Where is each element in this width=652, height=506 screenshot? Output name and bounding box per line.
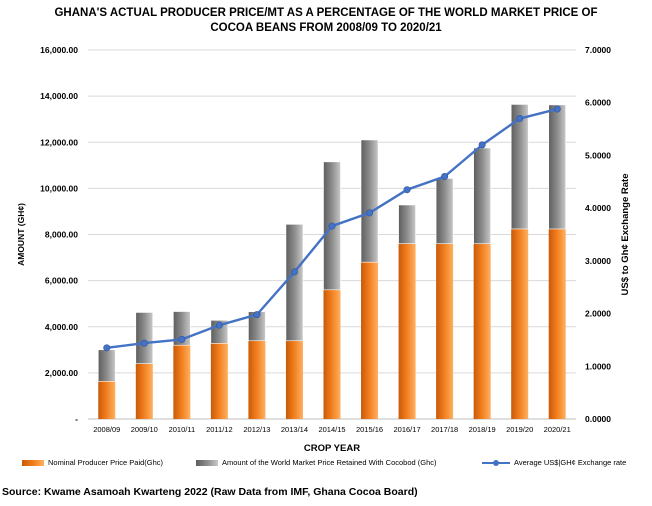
x-tick-label: 2009/10 bbox=[131, 425, 158, 434]
bar-retained-amount bbox=[548, 104, 567, 230]
bar-retained-amount bbox=[97, 349, 116, 382]
chart-title-line-1: GHANA'S ACTUAL PRODUCER PRICE/MT AS A PE… bbox=[54, 7, 598, 19]
legend-item-rate: Average US$|GH¢ Exchange rate bbox=[482, 458, 626, 467]
bar-retained-amount bbox=[285, 224, 304, 342]
exchange-rate-point bbox=[478, 141, 486, 149]
bar-producer-price bbox=[98, 381, 116, 419]
y-tick-label: 10,000.00 bbox=[40, 183, 78, 193]
exchange-rate-point bbox=[516, 115, 524, 123]
legend-swatch-producer bbox=[22, 459, 44, 466]
bar-retained-amount bbox=[510, 104, 529, 230]
bar-retained-amount bbox=[473, 147, 491, 245]
bar-producer-price bbox=[285, 340, 303, 419]
x-tick-label: 2019/20 bbox=[506, 425, 533, 434]
y-tick-label: 8,000.00 bbox=[45, 230, 78, 240]
legend-item-retained: Amount of the World Market Price Retaine… bbox=[196, 458, 437, 467]
y-tick-label: 14,000.00 bbox=[40, 91, 78, 101]
x-tick-label: 2017/18 bbox=[431, 425, 458, 434]
x-tick-label: 2010/11 bbox=[169, 425, 196, 434]
legend-swatch-retained bbox=[196, 459, 218, 466]
legend: Nominal Producer Price Paid(Ghc) Amount … bbox=[0, 458, 652, 474]
exchange-rate-point bbox=[103, 344, 111, 352]
legend-swatch-rate bbox=[482, 459, 510, 467]
y2-tick-label: 3.0000 bbox=[585, 256, 611, 266]
bar-producer-price bbox=[248, 340, 266, 419]
y2-tick-label: 0.0000 bbox=[585, 414, 611, 424]
exchange-rate-point bbox=[253, 311, 261, 319]
bar-retained-amount bbox=[360, 139, 379, 263]
y2-tick-label: 7.0000 bbox=[585, 45, 611, 55]
bar-retained-amount bbox=[398, 204, 416, 245]
bar-producer-price bbox=[173, 345, 191, 419]
bar-retained-amount bbox=[435, 178, 454, 245]
legend-label-producer: Nominal Producer Price Paid(Ghc) bbox=[48, 458, 164, 467]
legend-label-retained: Amount of the World Market Price Retaine… bbox=[222, 458, 437, 467]
exchange-rate-point bbox=[178, 335, 186, 343]
exchange-rate-point bbox=[366, 209, 374, 217]
y-axis-title: AMOUNT (GH¢) bbox=[16, 203, 26, 266]
bar-retained-amount bbox=[135, 312, 154, 364]
x-tick-label: 2018/19 bbox=[469, 425, 496, 434]
x-tick-label: 2013/14 bbox=[281, 425, 308, 434]
exchange-rate-point bbox=[403, 186, 411, 194]
legend-item-producer: Nominal Producer Price Paid(Ghc) bbox=[22, 458, 163, 467]
x-tick-label: 2016/17 bbox=[394, 425, 421, 434]
bar-producer-price bbox=[323, 289, 341, 419]
x-axis-title: CROP YEAR bbox=[304, 443, 360, 454]
x-tick-label: 2012/13 bbox=[243, 425, 270, 434]
exchange-rate-point bbox=[328, 222, 336, 230]
bar-producer-price bbox=[361, 262, 379, 419]
x-tick-label: 2015/16 bbox=[356, 425, 383, 434]
y2-tick-label: 5.0000 bbox=[585, 150, 611, 160]
y-tick-label: 12,000.00 bbox=[40, 137, 78, 147]
bar-producer-price bbox=[511, 228, 529, 419]
y-tick-label: 4,000.00 bbox=[45, 322, 78, 332]
y-tick-label: 6,000.00 bbox=[45, 276, 78, 286]
x-tick-label: 2020/21 bbox=[544, 425, 571, 434]
y2-axis-title: US$ to Gh¢ Exchange Rate bbox=[620, 174, 631, 296]
chart-area: - 2,000.00 4,000.00 6,000.00 8,000.00 10,000.… bbox=[16, 45, 631, 454]
chart-title-line-2: COCOA BEANS FROM 2008/09 TO 2020/21 bbox=[210, 22, 442, 34]
x-tick-label: 2011/12 bbox=[206, 425, 233, 434]
y2-tick-label: 1.0000 bbox=[585, 361, 611, 371]
y-tick-label: - bbox=[75, 414, 78, 424]
x-tick-label: 2014/15 bbox=[318, 425, 345, 434]
bar-producer-price bbox=[135, 363, 153, 419]
bar-producer-price bbox=[436, 243, 454, 419]
exchange-rate-point bbox=[553, 105, 561, 113]
exchange-rate-point bbox=[140, 339, 148, 347]
y2-tick-label: 4.0000 bbox=[585, 203, 611, 213]
y2-tick-label: 2.0000 bbox=[585, 309, 611, 319]
source-note: Source: Kwame Asamoah Kwarteng 2022 (Raw… bbox=[2, 486, 418, 498]
y-tick-label: 2,000.00 bbox=[45, 368, 78, 378]
exchange-rate-point bbox=[215, 321, 223, 329]
bar-producer-price bbox=[210, 343, 228, 419]
y-tick-label: 16,000.00 bbox=[40, 45, 78, 55]
y2-tick-label: 6.0000 bbox=[585, 98, 611, 108]
chart-title: GHANA'S ACTUAL PRODUCER PRICE/MT AS A PE… bbox=[0, 6, 652, 36]
bar-producer-price bbox=[473, 243, 491, 419]
legend-label-rate: Average US$|GH¢ Exchange rate bbox=[514, 458, 627, 467]
exchange-rate-point bbox=[441, 173, 449, 181]
exchange-rate-point bbox=[290, 268, 298, 276]
x-tick-label: 2008/09 bbox=[93, 425, 120, 434]
bar-producer-price bbox=[398, 243, 416, 419]
bar-producer-price bbox=[548, 228, 566, 419]
